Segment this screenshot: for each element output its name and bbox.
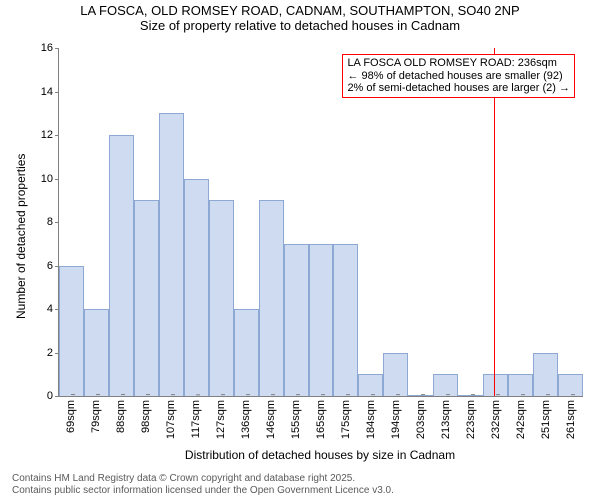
x-axis-label: Distribution of detached houses by size …: [58, 448, 582, 462]
x-tick-label: 98sqm: [140, 396, 152, 433]
credits-line2: Contains public sector information licen…: [12, 485, 394, 497]
histogram-bar: [109, 135, 134, 396]
y-tick-label: 12: [41, 129, 59, 141]
subject-annotation-box: LA FOSCA OLD ROMSEY ROAD: 236sqm ← 98% o…: [342, 54, 575, 98]
chart-title-block: LA FOSCA, OLD ROMSEY ROAD, CADNAM, SOUTH…: [0, 4, 600, 34]
y-tick-label: 2: [47, 347, 59, 359]
x-tick-label: 155sqm: [290, 396, 302, 439]
x-tick-label: 184sqm: [365, 396, 377, 439]
histogram-bars: [59, 48, 583, 396]
x-tick-label: 88sqm: [115, 396, 127, 433]
x-tick-label: 251sqm: [540, 396, 552, 439]
y-tick-label: 10: [41, 173, 59, 185]
histogram-bar: [358, 374, 383, 396]
histogram-bar: [159, 113, 184, 396]
y-tick-label: 0: [47, 390, 59, 402]
histogram-bar: [533, 353, 558, 397]
chart-title-line1: LA FOSCA, OLD ROMSEY ROAD, CADNAM, SOUTH…: [0, 4, 600, 19]
x-tick-label: 213sqm: [440, 396, 452, 439]
x-tick-label: 242sqm: [515, 396, 527, 439]
y-tick-label: 16: [41, 42, 59, 54]
histogram-bar: [234, 309, 259, 396]
credits-line1: Contains HM Land Registry data © Crown c…: [12, 473, 394, 485]
x-tick-label: 261sqm: [565, 396, 577, 439]
histogram-bar: [483, 374, 508, 396]
y-axis-label: Number of detached properties: [14, 154, 28, 319]
histogram-bar: [59, 266, 84, 397]
histogram-bar: [184, 179, 209, 397]
x-tick-label: 136sqm: [240, 396, 252, 439]
x-tick-label: 107sqm: [165, 396, 177, 439]
histogram-bar: [84, 309, 109, 396]
histogram-bar: [333, 244, 358, 396]
histogram-bar: [508, 374, 533, 396]
histogram-bar: [309, 244, 334, 396]
x-tick-label: 117sqm: [190, 396, 202, 438]
histogram-bar: [209, 200, 234, 396]
x-tick-label: 69sqm: [65, 396, 77, 433]
histogram-bar: [284, 244, 309, 396]
x-tick-label: 203sqm: [415, 396, 427, 439]
histogram-bar: [134, 200, 159, 396]
x-tick-label: 146sqm: [265, 396, 277, 439]
y-tick-label: 8: [47, 216, 59, 228]
histogram-bar: [433, 374, 458, 396]
y-tick-label: 6: [47, 260, 59, 272]
x-tick-label: 194sqm: [390, 396, 402, 439]
x-tick-label: 223sqm: [465, 396, 477, 439]
histogram-bar: [383, 353, 408, 397]
subject-marker-line: [494, 48, 495, 396]
histogram-bar: [558, 374, 583, 396]
x-tick-label: 127sqm: [215, 396, 227, 439]
data-credits: Contains HM Land Registry data © Crown c…: [12, 473, 394, 496]
annotation-line2: ← 98% of detached houses are smaller (92…: [347, 70, 570, 83]
y-tick-label: 4: [47, 303, 59, 315]
y-tick-label: 14: [41, 86, 59, 98]
x-tick-label: 232sqm: [490, 396, 502, 439]
annotation-line3: 2% of semi-detached houses are larger (2…: [347, 82, 570, 95]
histogram-bar: [259, 200, 284, 396]
plot-area: 0246810121416 69sqm79sqm88sqm98sqm107sqm…: [58, 48, 583, 397]
annotation-line1: LA FOSCA OLD ROMSEY ROAD: 236sqm: [347, 57, 570, 70]
page: LA FOSCA, OLD ROMSEY ROAD, CADNAM, SOUTH…: [0, 0, 600, 500]
x-tick-label: 165sqm: [315, 396, 327, 439]
chart-title-line2: Size of property relative to detached ho…: [0, 19, 600, 34]
x-tick-label: 175sqm: [340, 396, 352, 439]
x-tick-label: 79sqm: [90, 396, 102, 433]
